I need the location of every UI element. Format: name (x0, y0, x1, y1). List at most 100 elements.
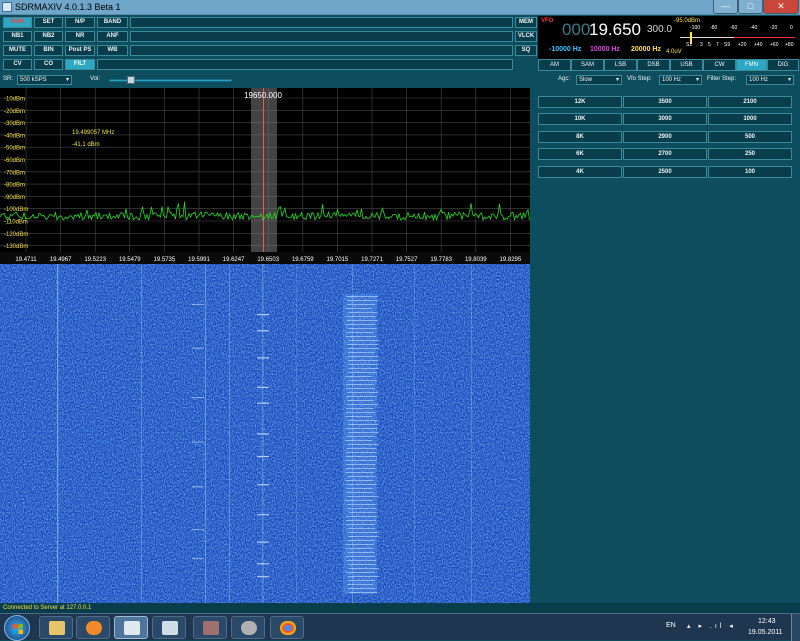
db-tick-label: -70dBm (4, 170, 25, 176)
meter-tick-label: 7 (716, 42, 719, 48)
meter-tick-label: S9 (724, 42, 731, 48)
waterfall-streak (345, 500, 373, 501)
frequency-tick-label: 19.8039 (465, 257, 487, 263)
spectrum-display[interactable]: -10dBm -20dBm -30dBm -40dBm -50dBm -60dBm -70d… (0, 88, 530, 252)
waterfall-streak (345, 456, 378, 457)
taskbar-terminal[interactable] (152, 616, 186, 639)
sample-rate-select[interactable]: 500 kSPS ▾ (17, 75, 72, 85)
waterfall-streak (346, 296, 378, 297)
mode-fmn-button[interactable]: FMN (736, 59, 767, 71)
mode-lsb-button[interactable]: LSB (604, 59, 637, 71)
wb-button[interactable]: WB (97, 45, 128, 56)
filt-button[interactable]: FILT (65, 59, 95, 70)
bin-button[interactable]: BIN (34, 45, 63, 56)
volume-label: Vol: (90, 76, 101, 82)
signal-uv-readout: 4.0uV (666, 49, 682, 55)
filter-8k-button[interactable]: 8K (538, 131, 622, 143)
meter-scale-s: S1 3 5 7 S9 +20 +40 +60 +80 (678, 42, 798, 50)
nb1-button[interactable]: NB1 (3, 31, 32, 42)
filter-2500-button[interactable]: 2500 (623, 166, 707, 178)
taskbar-media-player[interactable] (76, 616, 110, 639)
filter-12k-button[interactable]: 12K (538, 96, 622, 108)
filter-100-button[interactable]: 100 (708, 166, 792, 178)
filter-step-select[interactable]: 100 Hz ▾ (746, 75, 794, 85)
filter-3500-button[interactable]: 3500 (623, 96, 707, 108)
filter-500-button[interactable]: 500 (708, 131, 792, 143)
waterfall-carrier (296, 264, 297, 603)
waterfall-streak (345, 308, 373, 309)
mute-button[interactable]: MUTE (3, 45, 32, 56)
mode-dig-button[interactable]: DIG (767, 59, 799, 71)
post-ps-button[interactable]: Post PS (65, 45, 95, 56)
cv-button[interactable]: CV (3, 59, 32, 70)
waterfall-carrier (229, 264, 230, 603)
language-indicator[interactable]: EN (666, 622, 676, 629)
taskbar-chrome[interactable] (270, 616, 304, 639)
db-tick-label: -50dBm (4, 146, 25, 152)
filter-250-button[interactable]: 250 (708, 148, 792, 160)
mode-usb-button[interactable]: USB (670, 59, 703, 71)
taskbar: EN ▴ ▸ .ıl ◂ 12:43 19.05.2011 (0, 613, 800, 641)
set-button[interactable]: SET (34, 17, 63, 28)
close-button[interactable]: ✕ (763, 0, 799, 14)
tray-icons[interactable]: ▴ ▸ .ıl ◂ (687, 623, 736, 630)
co-button[interactable]: CO (34, 59, 63, 70)
start-button[interactable] (4, 615, 30, 641)
waterfall-streak (347, 404, 379, 405)
filter-2900-button[interactable]: 2900 (623, 131, 707, 143)
waterfall-streak (345, 468, 376, 469)
waterfall-streak (348, 352, 375, 353)
waterfall-display[interactable] (0, 264, 530, 603)
taskbar-disk-tool[interactable] (231, 616, 265, 639)
waterfall-streak (347, 348, 380, 349)
filter-6k-button[interactable]: 6K (538, 148, 622, 160)
maximize-button[interactable]: □ (738, 0, 763, 14)
agc-select[interactable]: Slow ▾ (576, 75, 622, 85)
vfo-frequency[interactable]: 19.650 (589, 20, 641, 39)
waterfall-streak (348, 372, 378, 373)
mode-am-button[interactable]: AM (538, 59, 571, 71)
waterfall-streak (257, 357, 269, 359)
filter-10k-button[interactable]: 10K (538, 113, 622, 125)
show-desktop-button[interactable] (791, 614, 800, 641)
taskbar-explorer[interactable] (39, 616, 73, 639)
sq-button[interactable]: SQ (515, 45, 537, 56)
clock-date[interactable]: 19.05.2011 (748, 629, 783, 636)
taskbar-sdr-tool[interactable] (193, 616, 227, 639)
volume-slider-thumb[interactable] (126, 76, 135, 84)
volume-slider[interactable] (109, 79, 232, 82)
mode-sam-button[interactable]: SAM (571, 59, 604, 71)
chrome-icon (280, 621, 296, 635)
waterfall-streak (346, 560, 376, 561)
vfo-step-select[interactable]: 100 Hz ▾ (659, 75, 702, 85)
nr-button[interactable]: NR (65, 31, 95, 42)
window-icon (124, 621, 140, 635)
display-bar-4 (97, 59, 513, 70)
run-button[interactable]: RUN (3, 17, 32, 28)
np-button[interactable]: N/P (65, 17, 95, 28)
filter-3000-button[interactable]: 3000 (623, 113, 707, 125)
anf-button[interactable]: ANF (97, 31, 128, 42)
filter-2700-button[interactable]: 2700 (623, 148, 707, 160)
meter-tick-label: 5 (708, 42, 711, 48)
db-tick-label: -10dBm (4, 97, 25, 103)
filter-4k-button[interactable]: 4K (538, 166, 622, 178)
mode-dsb-button[interactable]: DSB (637, 59, 670, 71)
meter-tick-label: S1 (686, 42, 693, 48)
waterfall-streak (348, 368, 379, 369)
taskbar-sdrmax[interactable] (114, 616, 148, 639)
band-button[interactable]: BAND (97, 17, 128, 28)
minimize-button[interactable]: — (713, 0, 738, 14)
nb2-button[interactable]: NB2 (34, 31, 63, 42)
vlck-button[interactable]: VLCK (515, 31, 537, 42)
mode-cw-button[interactable]: CW (703, 59, 736, 71)
filter-2100-button[interactable]: 2100 (708, 96, 792, 108)
db-tick-label: -20dBm (4, 109, 25, 115)
waterfall-streak (192, 558, 204, 560)
clock-time[interactable]: 12:43 (758, 618, 776, 625)
mem-button[interactable]: MEM (515, 17, 537, 28)
filter-1000-button[interactable]: 1000 (708, 113, 792, 125)
waterfall-streak (346, 520, 377, 521)
meter-tick-label: 3 (700, 42, 703, 48)
waterfall-streak (347, 300, 378, 301)
